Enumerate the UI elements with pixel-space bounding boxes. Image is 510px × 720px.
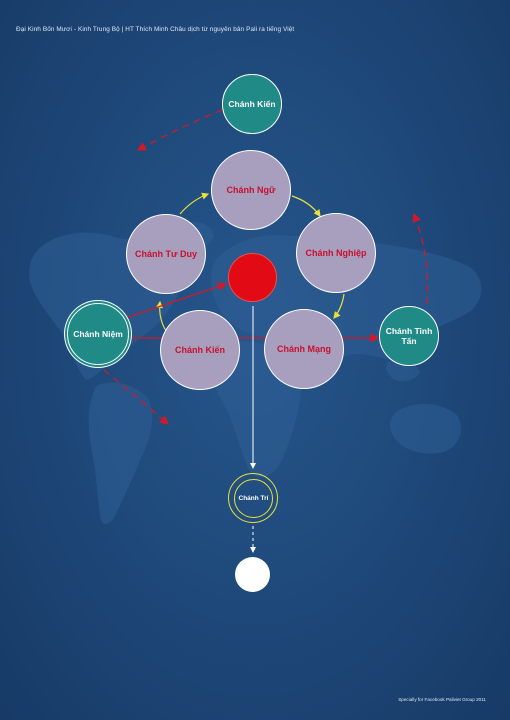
arrow-nghiep-to-mang [333,293,345,319]
map-australia [390,403,461,454]
arrow-ngu-to-nghiep [291,195,321,217]
node-chanh-tinh-tan: Chánh Tinh Tấn [379,306,439,366]
node-label: Chánh Niệm [73,328,123,339]
node-chanh-tu-duy: Chánh Tư Duy [126,214,206,294]
node-label: Chánh Nghiệp [305,247,367,258]
node-chanh-kien-top: Chánh Kiến [222,74,282,134]
node-label: Chánh Ngữ [226,184,276,195]
node-chanh-tri-outer-ring: Chánh Trí [228,473,278,523]
node-chanh-tri-inner-ring: Chánh Trí [234,479,273,518]
node-chanh-niem: Chánh Niệm [67,303,129,365]
node-chanh-nghiep: Chánh Nghiệp [296,213,376,293]
node-label: Chánh Mạng [277,343,331,354]
node-label: Chánh Tinh Tấn [385,325,433,347]
node-chanh-mang: Chánh Mạng [264,309,344,389]
arrow-niem-to-center [119,282,228,321]
node-label: Chánh Tư Duy [134,248,197,259]
node-label: Chánh Kiến [228,98,276,109]
arrow-kien-top-dashed [136,109,223,151]
header-text: Đại Kinh Bốn Mươi - Kinh Trung Bộ | HT T… [16,26,295,33]
center-red-circle [228,253,277,302]
node-label: Chánh Kiến [174,344,225,355]
node-label: Chánh Trí [238,495,269,502]
footer-text: Specially for Facebook Paliviet Group 20… [398,697,486,702]
arrow-tuduy-to-ngu [179,192,210,215]
arrow-niem-dashed-down [103,369,169,425]
node-chanh-ngu: Chánh Ngữ [211,150,291,230]
node-chanh-kien-center: Chánh Kiến [160,310,240,390]
liberation-white-circle [235,557,270,592]
map-south-america [88,382,153,525]
